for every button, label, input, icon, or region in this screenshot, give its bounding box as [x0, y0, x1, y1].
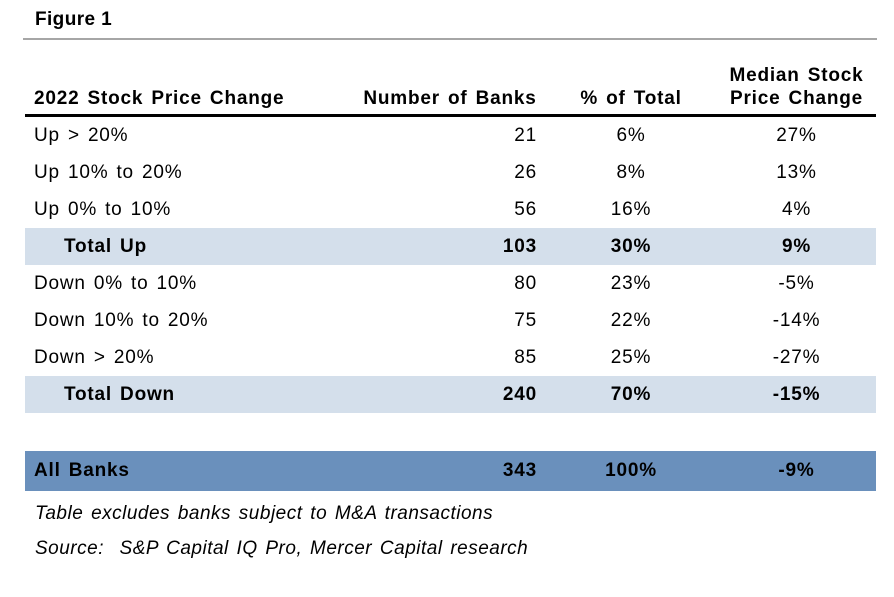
header-number-of-banks: Number of Banks: [355, 42, 545, 117]
table-row-down-0-10: Down 0% to 10% 80 23% -5%: [25, 265, 876, 302]
row-pct-value: 25%: [610, 346, 652, 368]
row-label: Total Up: [64, 235, 147, 257]
row-pct-value: 22%: [610, 309, 652, 331]
table-row-up-10-20: Up 10% to 20% 26 8% 13%: [25, 154, 876, 191]
row-banks-value: 75: [514, 309, 537, 331]
table-row-up-gt-20: Up > 20% 21 6% 27%: [25, 116, 876, 155]
row-banks-value: 240: [502, 383, 537, 405]
table-row-up-0-10: Up 0% to 10% 56 16% 4%: [25, 191, 876, 228]
table-header: 2022 Stock Price Change Number of Banks …: [25, 42, 876, 117]
title-divider: [23, 38, 877, 40]
row-pct-value: 23%: [610, 272, 652, 294]
row-median-value: 27%: [776, 124, 817, 146]
row-label: Up 10% to 20%: [34, 161, 183, 183]
row-pct-value: 16%: [610, 198, 652, 220]
spacer-cell: [25, 413, 876, 451]
row-pct-value: 70%: [610, 383, 652, 405]
row-banks-value: 56: [514, 198, 537, 220]
row-label: Down 0% to 10%: [34, 272, 197, 294]
table-row-down-gt-20: Down > 20% 85 25% -27%: [25, 339, 876, 376]
row-pct-value: 30%: [610, 235, 652, 257]
row-banks-value: 21: [514, 124, 537, 146]
row-median-value: 4%: [781, 198, 812, 220]
row-median-value: -9%: [778, 460, 815, 481]
table-body: Up > 20% 21 6% 27% Up 10% to 20% 26 8% 1…: [25, 116, 876, 491]
row-median-value: -27%: [772, 346, 821, 368]
row-pct-value: 8%: [616, 161, 646, 183]
source-note: Source: S&P Capital IQ Pro, Mercer Capit…: [35, 538, 529, 559]
row-pct-value: 100%: [605, 460, 657, 481]
stock-price-change-table: 2022 Stock Price Change Number of Banks …: [25, 42, 876, 491]
table-row-all-banks: All Banks 343 100% -9%: [25, 451, 876, 491]
header-stock-price-change: 2022 Stock Price Change: [25, 42, 355, 117]
row-median-value: 13%: [776, 161, 817, 183]
row-median-value: -15%: [772, 383, 821, 405]
table-row-total-up: Total Up 103 30% 9%: [25, 228, 876, 265]
exclusion-note: Table excludes banks subject to M&A tran…: [35, 503, 494, 524]
table-row-total-down: Total Down 240 70% -15%: [25, 376, 876, 413]
header-row: 2022 Stock Price Change Number of Banks …: [25, 42, 876, 117]
row-pct-value: 6%: [616, 124, 646, 146]
row-label: Down 10% to 20%: [34, 309, 209, 331]
row-median-value: 9%: [781, 235, 812, 257]
row-label: Up 0% to 10%: [34, 198, 172, 220]
header-median-line1: Median Stock: [729, 64, 864, 86]
header-pct-of-total: % of Total: [545, 42, 717, 117]
row-label: All Banks: [34, 460, 130, 481]
footnotes: Table excludes banks subject to M&A tran…: [35, 503, 894, 560]
row-median-value: -14%: [772, 309, 821, 331]
row-banks-value: 80: [514, 272, 537, 294]
row-median-value: -5%: [778, 272, 815, 294]
header-median-stock-price-change: Median Stock Price Change: [717, 42, 876, 117]
row-label: Up > 20%: [34, 124, 129, 146]
table-row-down-10-20: Down 10% to 20% 75 22% -14%: [25, 302, 876, 339]
table-spacer-row: [25, 413, 876, 451]
row-label: Total Down: [64, 383, 175, 405]
figure-title: Figure 1: [35, 9, 113, 30]
row-banks-value: 343: [502, 460, 537, 481]
header-median-line2: Price Change: [729, 87, 864, 109]
row-banks-value: 26: [514, 161, 537, 183]
row-banks-value: 103: [502, 235, 537, 257]
row-banks-value: 85: [514, 346, 537, 368]
row-label: Down > 20%: [34, 346, 155, 368]
